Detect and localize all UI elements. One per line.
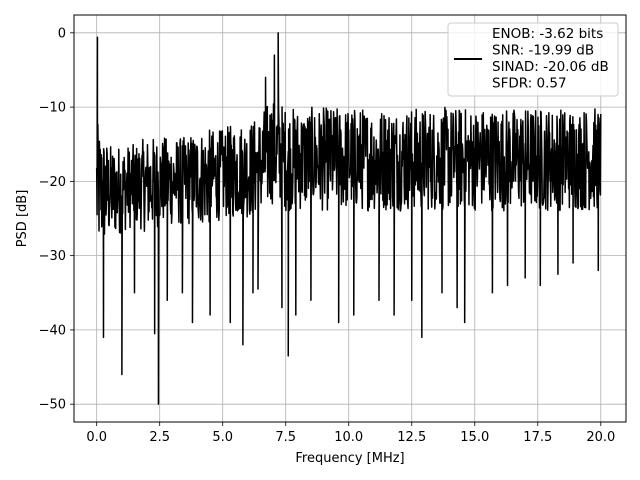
legend-entry-line: ENOB: -3.62 bits	[492, 26, 603, 42]
y-tick-label: −30	[39, 249, 66, 264]
y-tick-label: −10	[39, 101, 66, 116]
legend-entry-line: SINAD: -20.06 dB	[492, 59, 609, 75]
x-tick-label: 17.5	[523, 430, 552, 445]
data-area	[95, 32, 602, 405]
plot-frame	[73, 14, 627, 423]
x-tick-label: 10.0	[334, 430, 363, 445]
legend-entry-line: SFDR: 0.57	[492, 76, 567, 92]
ticks: 0.0 2.5 5.0 7.5 10.0 12.5 15.0 17.5 20.0 0 −10 −20 −…	[39, 26, 616, 445]
x-axis-label: Frequency [MHz]	[295, 451, 404, 466]
legend-box	[447, 22, 619, 97]
x-tick-label: 15.0	[460, 430, 489, 445]
x-tick-label: 20.0	[586, 430, 615, 445]
y-axis-label: PSD [dB]	[15, 190, 30, 248]
x-tick-label: 2.5	[149, 430, 170, 445]
y-tick-label: −40	[39, 323, 66, 338]
y-tick-label: −20	[39, 175, 66, 190]
y-tick-label: −50	[39, 398, 66, 413]
psd-series-line	[95, 32, 602, 405]
x-tick-label: 7.5	[275, 430, 296, 445]
x-tick-label: 0.0	[86, 430, 107, 445]
x-tick-label: 5.0	[212, 430, 233, 445]
legend-entry-line: SNR: -19.99 dB	[492, 43, 594, 59]
y-tick-label: 0	[58, 26, 66, 41]
x-tick-label: 12.5	[397, 430, 426, 445]
